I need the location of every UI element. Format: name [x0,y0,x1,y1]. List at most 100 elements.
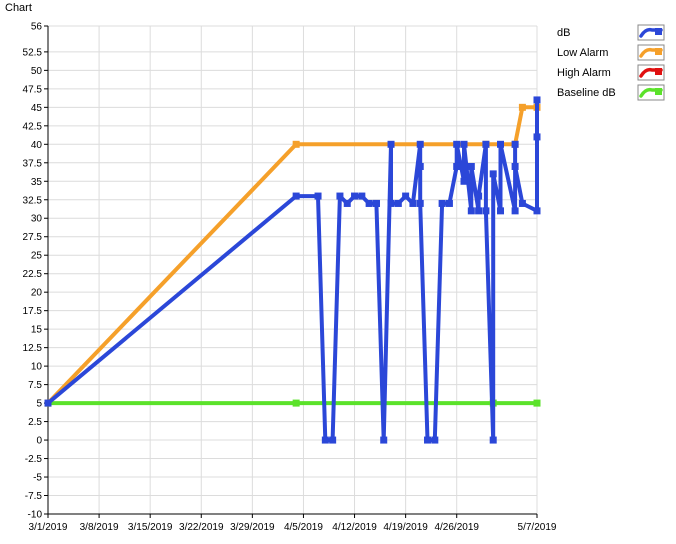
data-point [336,192,344,200]
data-point [475,192,483,200]
x-tick-label: 5/7/2019 [518,522,557,533]
data-point [365,199,373,207]
data-point [424,436,432,444]
data-point [489,436,497,444]
legend-swatch-line [639,47,663,58]
series-layer [44,96,541,444]
y-tick-label: 0 [36,436,42,447]
y-tick-label: 22.5 [23,269,43,280]
data-point [321,436,329,444]
legend-label: Baseline dB [557,87,616,99]
legend-swatch-line [639,67,663,78]
y-tick-label: 42.5 [23,121,43,132]
x-tick-label: 3/8/2019 [80,522,119,533]
y-tick-label: 32.5 [23,195,43,206]
y-tick-label: -10 [28,510,43,521]
x-tick-label: 4/12/2019 [332,522,377,533]
y-tick-label: 50 [31,66,43,77]
page-title: Chart [5,2,32,14]
data-point [314,192,322,200]
y-tick-label: 7.5 [28,380,42,391]
x-tick-label: 3/1/2019 [29,522,68,533]
data-point [511,162,519,170]
y-tick-label: 52.5 [23,47,43,58]
y-tick-label: -7.5 [25,491,43,502]
x-tick-labels: 3/1/2019 3/8/2019 3/15/2019 3/22/2019 3/29/2… [29,522,557,533]
x-tick-label: 3/22/2019 [179,522,224,533]
data-point [380,436,388,444]
data-point [416,199,424,207]
data-point [533,96,541,104]
data-point [292,399,300,407]
legend-label: Low Alarm [557,47,608,59]
data-point [372,199,380,207]
data-point [453,162,461,170]
legend-swatch-marker [655,28,662,35]
y-tick-label: 47.5 [23,84,43,95]
data-point [292,140,300,148]
data-point [351,192,359,200]
data-point [497,207,505,215]
y-tick-label: 15 [31,325,43,336]
data-point [533,399,541,407]
y-tick-label: -2.5 [25,454,43,465]
legend-swatch-line [639,27,663,38]
data-point [292,192,300,200]
y-tick-label: -5 [33,473,42,484]
data-point [416,162,424,170]
data-point [467,162,475,170]
data-point [431,436,439,444]
data-point [329,436,337,444]
x-tick-label: 3/15/2019 [128,522,173,533]
data-point [518,199,526,207]
x-tick-label: 4/5/2019 [284,522,323,533]
y-tick-label: 45 [31,103,43,114]
data-point [402,192,410,200]
y-tick-labels: -10 -7.5 -5 -2.5 0 2.5 5 7.5 10 12.5 15 17.5 20 22.5 2… [23,22,43,521]
y-tick-label: 20 [31,288,43,299]
data-point [394,199,402,207]
legend-swatch-marker [655,88,662,95]
data-point [497,140,505,148]
x-tick-label: 4/19/2019 [383,522,428,533]
data-point [533,133,541,141]
y-tick-label: 12.5 [23,343,43,354]
data-point [475,207,483,215]
series-baseline-db [44,399,541,407]
data-point [453,140,461,148]
legend-swatch-marker [655,48,662,55]
data-point [358,192,366,200]
data-point [489,170,497,178]
data-point [518,103,526,111]
data-point [460,177,468,185]
axes [44,25,538,518]
legend-swatch-marker [655,68,662,75]
data-point [438,199,446,207]
y-tick-label: 25 [31,251,43,262]
legend-swatch-line [639,87,663,98]
data-point [409,199,417,207]
data-point [533,207,541,215]
y-tick-label: 2.5 [28,417,42,428]
data-point [44,399,52,407]
data-point [387,140,395,148]
y-tick-label: 37.5 [23,158,43,169]
data-point [460,140,468,148]
data-point [482,140,490,148]
data-point [416,140,424,148]
data-point [467,207,475,215]
data-point [387,199,395,207]
data-point [343,199,351,207]
legend-label: dB [557,27,570,39]
legend-label: High Alarm [557,67,611,79]
x-tick-label: 3/29/2019 [230,522,275,533]
data-point [445,199,453,207]
y-tick-label: 56 [31,22,43,33]
y-tick-label: 35 [31,177,43,188]
data-point [482,207,490,215]
data-point [511,140,519,148]
y-tick-label: 27.5 [23,232,43,243]
x-tick-label: 4/26/2019 [434,522,479,533]
y-tick-label: 40 [31,140,43,151]
